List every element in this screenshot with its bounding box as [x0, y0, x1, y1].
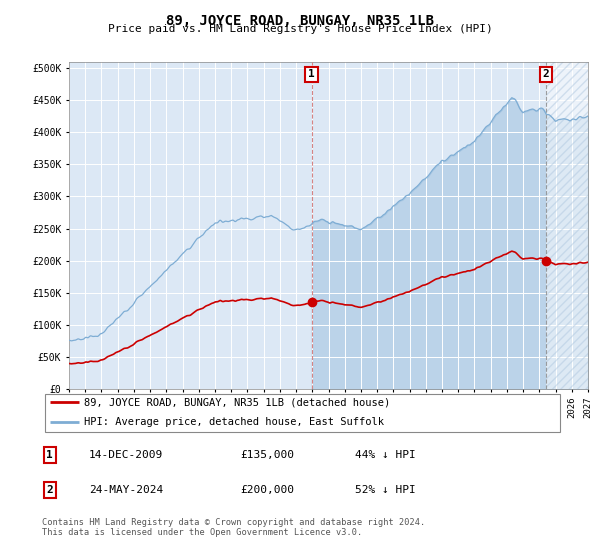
Text: 2: 2 — [542, 69, 549, 80]
Text: 44% ↓ HPI: 44% ↓ HPI — [355, 450, 416, 460]
Text: 1: 1 — [308, 69, 315, 80]
Text: Contains HM Land Registry data © Crown copyright and database right 2024.
This d: Contains HM Land Registry data © Crown c… — [42, 518, 425, 538]
Text: 52% ↓ HPI: 52% ↓ HPI — [355, 485, 416, 495]
Text: 24-MAY-2024: 24-MAY-2024 — [89, 485, 163, 495]
Text: 2: 2 — [46, 485, 53, 495]
FancyBboxPatch shape — [44, 394, 560, 432]
Text: Price paid vs. HM Land Registry's House Price Index (HPI): Price paid vs. HM Land Registry's House … — [107, 24, 493, 34]
Text: 89, JOYCE ROAD, BUNGAY, NR35 1LB (detached house): 89, JOYCE ROAD, BUNGAY, NR35 1LB (detach… — [84, 397, 390, 407]
Text: 1: 1 — [46, 450, 53, 460]
Bar — [545, 55, 588, 389]
Text: HPI: Average price, detached house, East Suffolk: HPI: Average price, detached house, East… — [84, 417, 384, 427]
Text: £200,000: £200,000 — [241, 485, 295, 495]
Text: 14-DEC-2009: 14-DEC-2009 — [89, 450, 163, 460]
Text: £135,000: £135,000 — [241, 450, 295, 460]
Text: 89, JOYCE ROAD, BUNGAY, NR35 1LB: 89, JOYCE ROAD, BUNGAY, NR35 1LB — [166, 14, 434, 28]
